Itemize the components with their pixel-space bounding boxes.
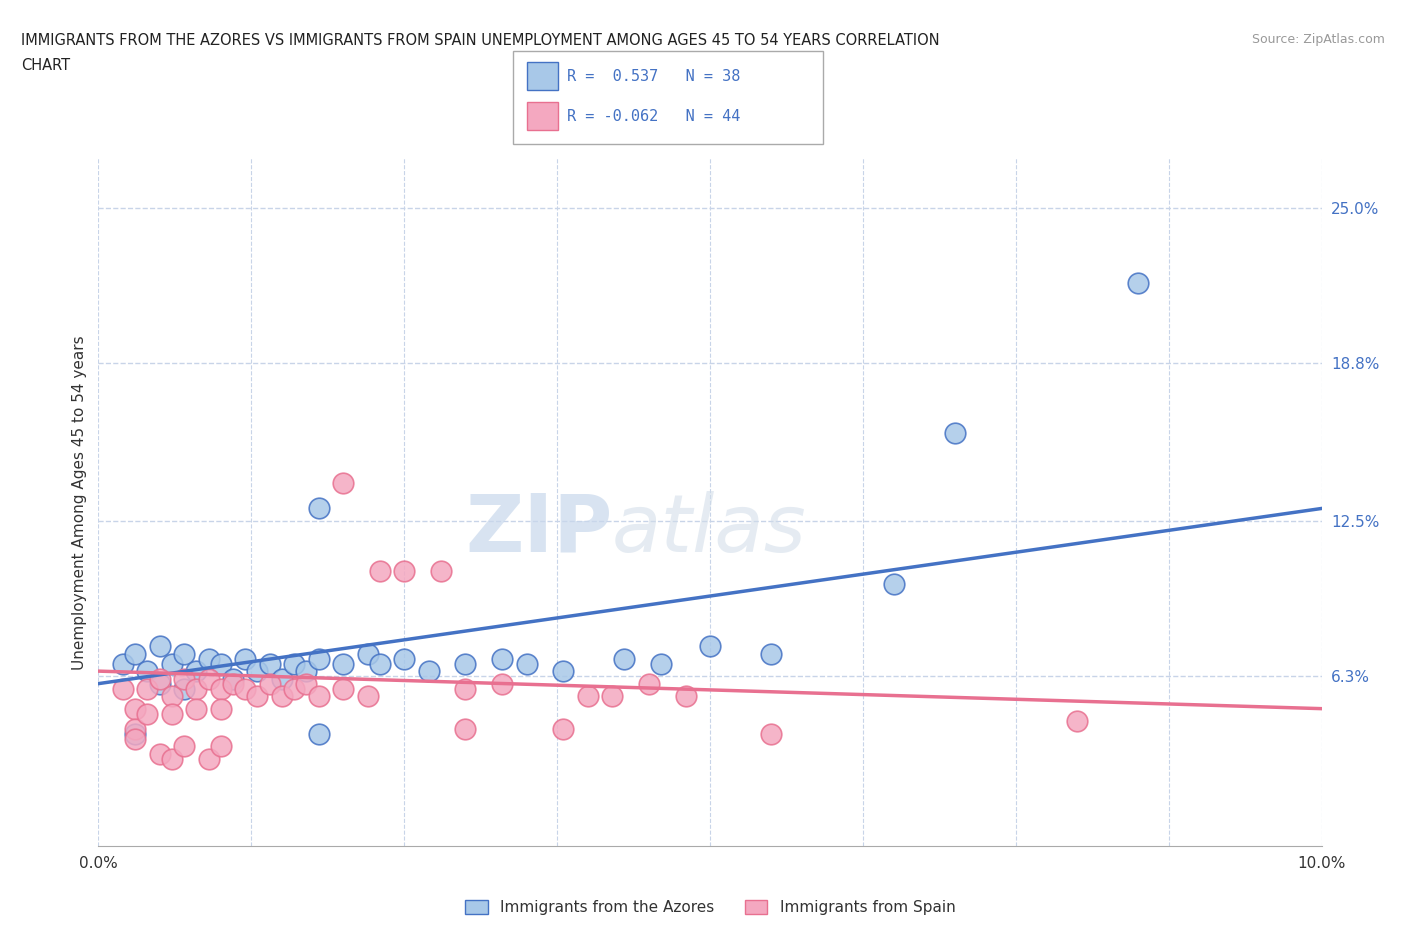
Point: [222, 671, 245, 686]
Point: [454, 722, 477, 737]
Point: [136, 681, 159, 696]
Text: atlas: atlas: [612, 491, 807, 569]
Point: [637, 676, 661, 691]
Point: [160, 657, 183, 671]
Text: CHART: CHART: [21, 58, 70, 73]
Point: [308, 689, 330, 704]
Y-axis label: Unemployment Among Ages 45 to 54 years: Unemployment Among Ages 45 to 54 years: [72, 335, 87, 670]
Point: [149, 639, 172, 654]
Point: [356, 689, 378, 704]
Point: [149, 746, 172, 761]
Point: [759, 646, 782, 661]
Point: [516, 657, 538, 671]
Point: [553, 722, 575, 737]
Point: [553, 664, 575, 679]
Point: [576, 689, 599, 704]
Point: [197, 651, 219, 666]
Point: [675, 689, 697, 704]
Point: [259, 657, 281, 671]
Point: [883, 576, 905, 591]
Point: [295, 676, 318, 691]
Point: [699, 639, 721, 654]
Text: R = -0.062   N = 44: R = -0.062 N = 44: [567, 109, 740, 124]
Point: [308, 651, 330, 666]
Point: [209, 657, 232, 671]
Point: [283, 681, 305, 696]
Point: [308, 726, 330, 741]
Text: R =  0.537   N = 38: R = 0.537 N = 38: [567, 69, 740, 84]
Point: [356, 646, 378, 661]
Point: [149, 671, 172, 686]
Point: [111, 681, 134, 696]
Point: [111, 657, 134, 671]
Point: [124, 646, 146, 661]
Point: [430, 564, 453, 578]
Point: [173, 671, 195, 686]
Point: [173, 646, 195, 661]
Point: [160, 751, 183, 766]
Point: [233, 681, 256, 696]
Point: [173, 681, 195, 696]
Point: [613, 651, 636, 666]
Point: [246, 664, 269, 679]
Point: [259, 676, 281, 691]
Point: [650, 657, 672, 671]
Point: [454, 657, 477, 671]
Point: [1128, 276, 1150, 291]
Point: [222, 676, 245, 691]
Point: [209, 681, 232, 696]
Point: [943, 426, 966, 441]
Point: [136, 664, 159, 679]
Point: [197, 751, 219, 766]
Point: [160, 706, 183, 721]
Point: [1066, 713, 1088, 728]
Point: [368, 657, 391, 671]
Point: [209, 701, 232, 716]
Point: [186, 664, 208, 679]
Point: [418, 664, 440, 679]
Point: [600, 689, 623, 704]
Point: [392, 651, 416, 666]
Point: [186, 701, 208, 716]
Point: [124, 731, 146, 746]
Point: [270, 671, 292, 686]
Point: [124, 701, 146, 716]
Point: [209, 738, 232, 753]
Point: [246, 689, 269, 704]
Point: [454, 681, 477, 696]
Point: [759, 726, 782, 741]
Text: IMMIGRANTS FROM THE AZORES VS IMMIGRANTS FROM SPAIN UNEMPLOYMENT AMONG AGES 45 T: IMMIGRANTS FROM THE AZORES VS IMMIGRANTS…: [21, 33, 939, 47]
Point: [136, 706, 159, 721]
Point: [295, 664, 318, 679]
Point: [332, 476, 354, 491]
Point: [392, 564, 416, 578]
Point: [173, 738, 195, 753]
Text: Source: ZipAtlas.com: Source: ZipAtlas.com: [1251, 33, 1385, 46]
Legend: Immigrants from the Azores, Immigrants from Spain: Immigrants from the Azores, Immigrants f…: [458, 894, 962, 922]
Point: [368, 564, 391, 578]
Point: [186, 681, 208, 696]
Point: [283, 657, 305, 671]
Point: [233, 651, 256, 666]
Point: [270, 689, 292, 704]
Point: [491, 651, 513, 666]
Point: [124, 722, 146, 737]
Point: [491, 676, 513, 691]
Point: [197, 671, 219, 686]
Point: [149, 676, 172, 691]
Point: [160, 689, 183, 704]
Point: [308, 501, 330, 516]
Point: [332, 681, 354, 696]
Text: ZIP: ZIP: [465, 491, 612, 569]
Point: [332, 657, 354, 671]
Point: [124, 726, 146, 741]
